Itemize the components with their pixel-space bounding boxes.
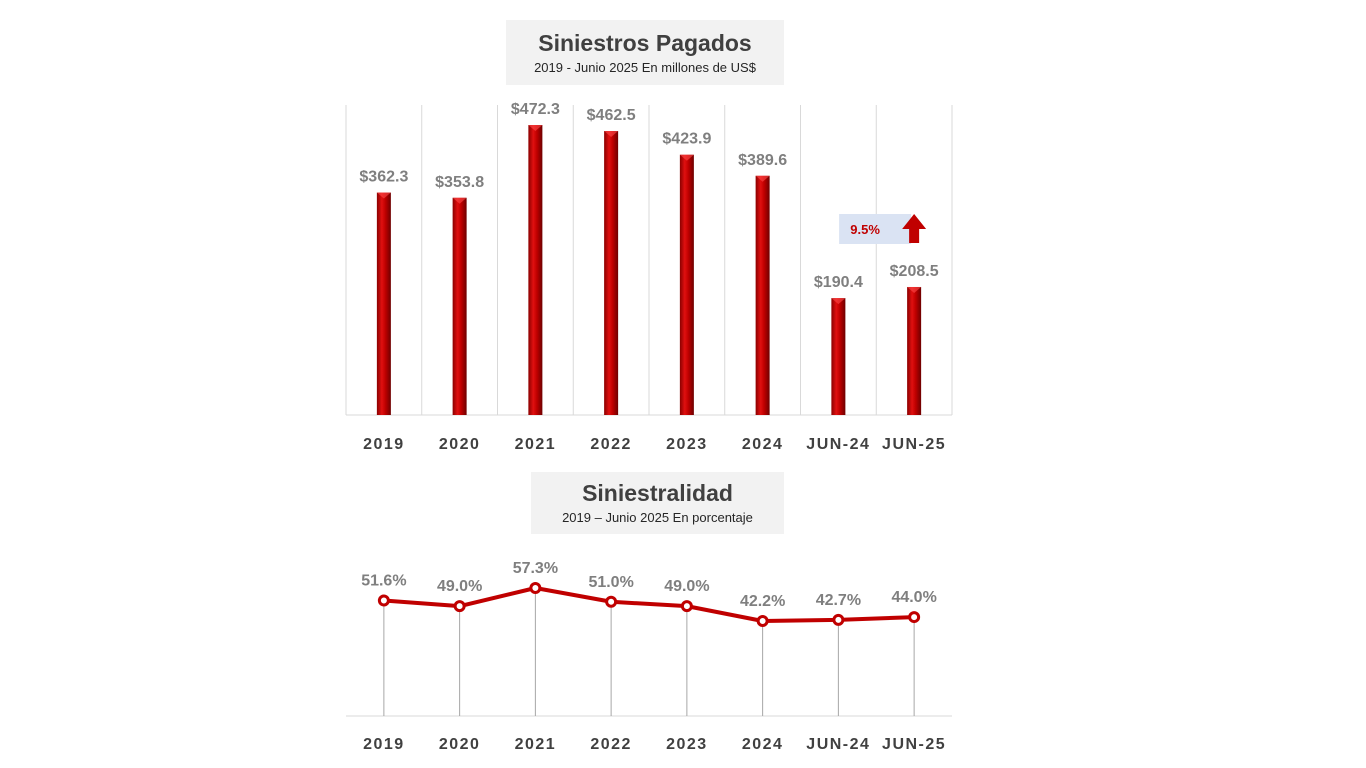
growth-callout <box>839 214 912 244</box>
x-tick-label: JUN-24 <box>806 736 870 753</box>
bar <box>376 192 391 415</box>
bar-bevel <box>528 125 543 131</box>
bar-value-label: $462.5 <box>587 107 636 124</box>
x-tick-label: JUN-25 <box>882 736 946 753</box>
point-value-label: 42.2% <box>740 593 785 610</box>
bar-bevel <box>604 131 619 138</box>
bar <box>907 286 922 415</box>
bar-value-label: $353.8 <box>435 174 484 191</box>
x-tick-label: JUN-24 <box>806 436 870 453</box>
bar-value-label: $423.9 <box>662 131 711 148</box>
bar-chart-title: Siniestros Pagados <box>538 30 752 56</box>
point-value-label: 49.0% <box>664 578 709 595</box>
x-tick-label: 2021 <box>515 436 557 453</box>
point-value-label: 42.7% <box>816 592 861 609</box>
x-tick-label: 2022 <box>590 436 632 453</box>
point-value-label: 51.0% <box>588 574 633 591</box>
bar-bevel <box>907 286 922 293</box>
series-line <box>383 586 915 623</box>
point-value-label: 57.3% <box>513 560 558 577</box>
data-point <box>756 615 769 627</box>
x-tick-label: 2021 <box>515 736 557 753</box>
bar <box>604 131 619 415</box>
bar <box>831 298 846 415</box>
line-chart-title: Siniestralidad <box>582 480 733 506</box>
x-tick-label: 2024 <box>742 736 784 753</box>
point-value-label: 49.0% <box>437 578 482 595</box>
x-tick-label: 2019 <box>363 436 405 453</box>
x-tick-label: JUN-25 <box>882 436 946 453</box>
x-tick-label: 2023 <box>666 436 708 453</box>
bar <box>528 125 543 415</box>
x-tick-label: 2022 <box>590 736 632 753</box>
data-point <box>377 594 390 607</box>
bar-chart: $362.3 2019 $353.8 2020 $472.3 2021 $462.5 2022… <box>345 101 953 453</box>
x-tick-label: 2023 <box>666 736 708 753</box>
data-point <box>832 613 845 626</box>
bar-value-label: $208.5 <box>890 263 939 280</box>
bar <box>452 197 467 415</box>
data-point <box>605 595 618 608</box>
data-point <box>453 600 466 613</box>
growth-callout-text: 9.5% <box>850 222 880 237</box>
point-value-label: 51.6% <box>361 572 406 589</box>
line-chart-subtitle: 2019 – Junio 2025 En porcentaje <box>562 510 753 525</box>
bar-bevel <box>679 154 694 161</box>
line-chart-title-box: Siniestralidad 2019 – Junio 2025 En porc… <box>531 472 784 534</box>
bar-bevel <box>831 298 846 305</box>
bar-value-label: $190.4 <box>814 274 863 291</box>
bar-bevel <box>452 197 467 204</box>
bar-chart-title-box: Siniestros Pagados 2019 - Junio 2025 En … <box>506 20 784 85</box>
bar-value-label: $362.3 <box>359 169 408 186</box>
data-point <box>529 582 542 594</box>
data-point <box>680 600 693 613</box>
x-tick-label: 2020 <box>439 736 481 753</box>
bar-chart-subtitle: 2019 - Junio 2025 En millones de US$ <box>534 60 756 75</box>
data-point <box>908 611 921 624</box>
up-arrow-icon <box>902 214 927 243</box>
bar-bevel <box>755 175 770 182</box>
x-tick-label: 2024 <box>742 436 784 453</box>
x-tick-label: 2019 <box>363 736 405 753</box>
line-chart: 51.6% 2019 49.0% 2020 57.3% 2021 51.0% 2022 49.0… <box>346 560 952 753</box>
point-value-label: 44.0% <box>891 589 936 606</box>
bar-value-label: $472.3 <box>511 101 560 118</box>
bar <box>679 154 694 416</box>
bar-value-label: $389.6 <box>738 152 787 169</box>
bar <box>755 175 770 415</box>
x-tick-label: 2020 <box>439 436 481 453</box>
bar-bevel <box>376 192 391 199</box>
